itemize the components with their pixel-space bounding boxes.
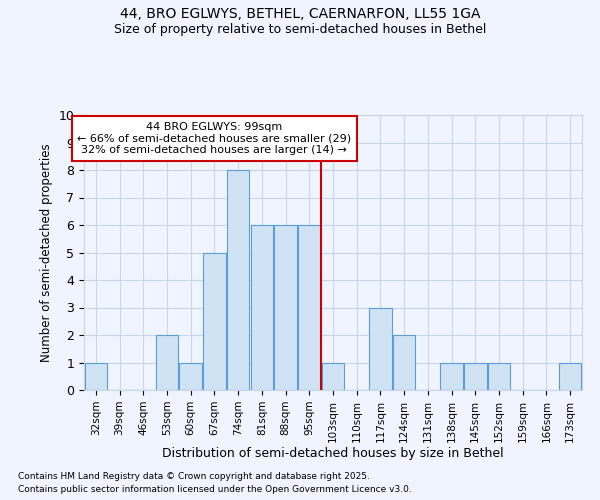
Y-axis label: Number of semi-detached properties: Number of semi-detached properties xyxy=(40,143,53,362)
Bar xyxy=(156,335,178,390)
Bar xyxy=(369,308,392,390)
Bar xyxy=(440,362,463,390)
Bar xyxy=(227,170,250,390)
Bar xyxy=(274,225,297,390)
Bar xyxy=(559,362,581,390)
Bar xyxy=(85,362,107,390)
X-axis label: Distribution of semi-detached houses by size in Bethel: Distribution of semi-detached houses by … xyxy=(162,448,504,460)
Bar xyxy=(488,362,510,390)
Text: Contains public sector information licensed under the Open Government Licence v3: Contains public sector information licen… xyxy=(18,485,412,494)
Text: 44 BRO EGLWYS: 99sqm
← 66% of semi-detached houses are smaller (29)
32% of semi-: 44 BRO EGLWYS: 99sqm ← 66% of semi-detac… xyxy=(77,122,352,155)
Text: Contains HM Land Registry data © Crown copyright and database right 2025.: Contains HM Land Registry data © Crown c… xyxy=(18,472,370,481)
Bar xyxy=(464,362,487,390)
Text: 44, BRO EGLWYS, BETHEL, CAERNARFON, LL55 1GA: 44, BRO EGLWYS, BETHEL, CAERNARFON, LL55… xyxy=(120,8,480,22)
Bar xyxy=(393,335,415,390)
Bar xyxy=(179,362,202,390)
Bar xyxy=(203,252,226,390)
Bar xyxy=(251,225,273,390)
Text: Size of property relative to semi-detached houses in Bethel: Size of property relative to semi-detach… xyxy=(114,22,486,36)
Bar xyxy=(322,362,344,390)
Bar xyxy=(298,225,320,390)
